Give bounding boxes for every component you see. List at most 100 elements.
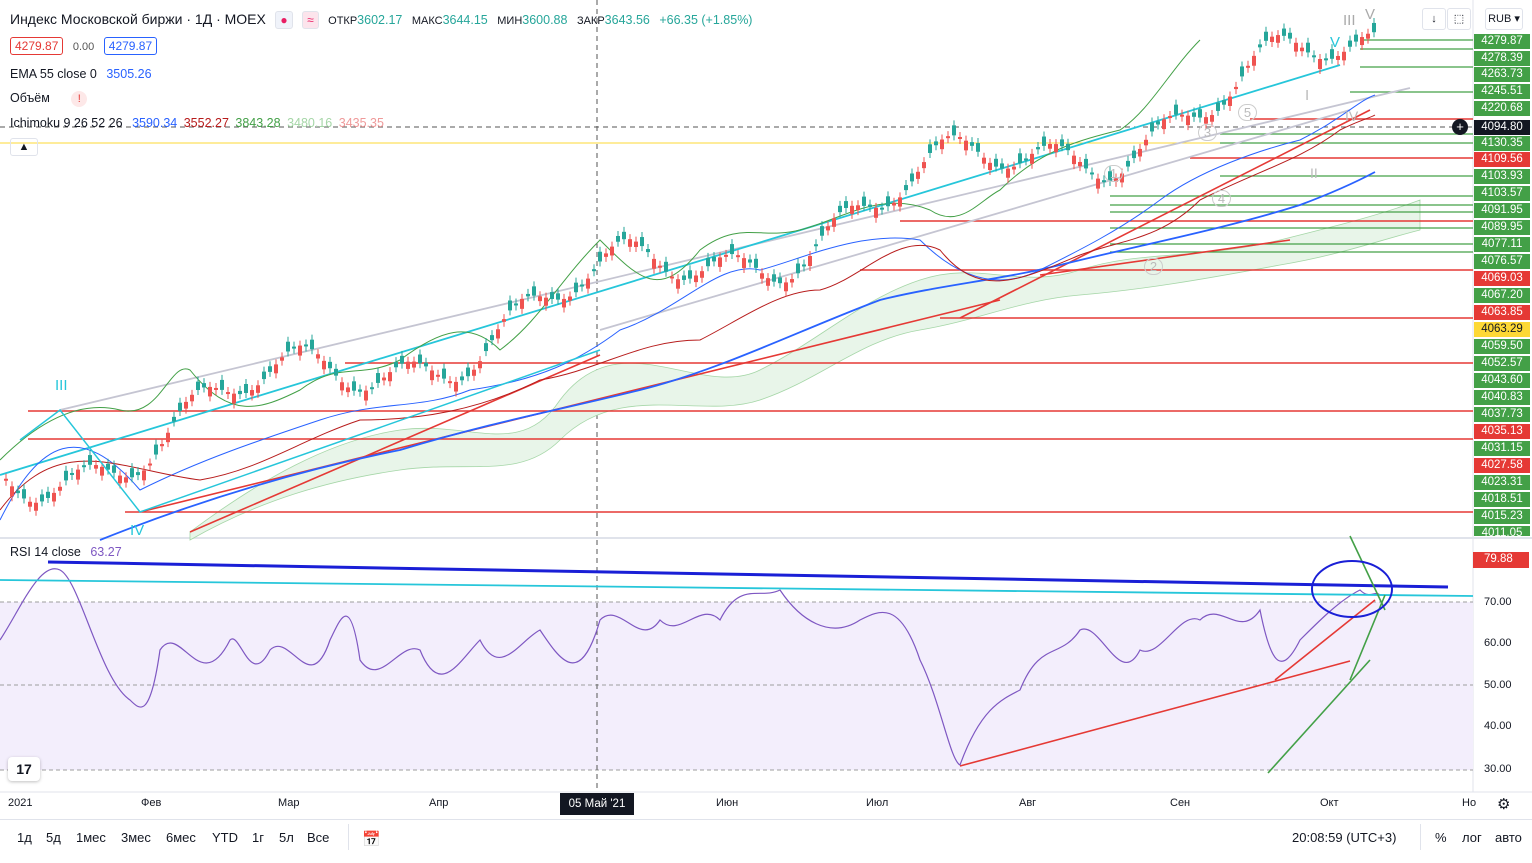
timeframe-1m[interactable]: 1мес	[76, 830, 106, 845]
candle-body	[664, 261, 668, 272]
candle-body	[538, 296, 542, 302]
candle-body	[346, 387, 350, 393]
timeframe-1y[interactable]: 1г	[252, 830, 264, 845]
rsi-legend[interactable]: RSI 14 close 63.27	[10, 545, 128, 559]
candle-body	[370, 387, 374, 390]
currency-label: RUB	[1488, 13, 1512, 25]
candle-body	[1054, 144, 1058, 153]
open-label: ОТКР	[328, 15, 358, 27]
wave-label: 5	[1238, 104, 1257, 121]
candle-body	[46, 491, 50, 498]
time-axis-label: Фев	[141, 797, 162, 809]
wave-label: II	[1310, 165, 1318, 181]
symbol-title[interactable]: Индекс Московской биржи · 1Д · MOEX	[10, 11, 266, 27]
volume-legend[interactable]: Объём !	[10, 91, 93, 107]
ichimoku-cloud	[189, 199, 1421, 541]
candle-body	[628, 239, 632, 247]
candle-body	[934, 141, 938, 146]
candle-body	[622, 231, 626, 240]
rsi-axis-tick: 40.00	[1484, 720, 1512, 732]
candle-body	[244, 383, 248, 393]
timeframe-1d[interactable]: 1д	[17, 830, 32, 845]
ichimoku-label: Ichimoku 9 26 52 26	[10, 116, 123, 130]
candle-body	[226, 392, 230, 395]
candle-body	[1276, 35, 1280, 43]
candle-body	[250, 390, 254, 396]
candle-body	[70, 472, 74, 475]
candle-body	[844, 201, 848, 208]
date-range-icon[interactable]: 📅	[362, 831, 381, 848]
candle-body	[274, 364, 278, 374]
fullscreen-icon[interactable]: ⬚	[1447, 8, 1471, 30]
timeframe-3m[interactable]: 3мес	[121, 830, 151, 845]
buy-button[interactable]: 4279.87	[103, 37, 158, 55]
candle-body	[1078, 161, 1082, 167]
percent-toggle[interactable]: %	[1435, 830, 1447, 845]
ema-legend[interactable]: EMA 55 close 0 3505.26	[10, 67, 158, 81]
timeframe-ytd[interactable]: YTD	[212, 830, 238, 845]
candle-body	[670, 276, 674, 279]
currency-select[interactable]: RUB ▾	[1485, 8, 1523, 30]
sell-button[interactable]: 4279.87	[10, 37, 64, 55]
candle-body	[1192, 112, 1196, 117]
ichimoku-value: 3552.27	[183, 116, 229, 130]
ichimoku-value: 3435.35	[338, 116, 384, 130]
clock-time[interactable]: 20:08:59 (UTC+3)	[1292, 830, 1397, 845]
candle-body	[1096, 178, 1100, 189]
ema-label: EMA 55 close 0	[10, 67, 97, 81]
timeframe-5y[interactable]: 5л	[279, 830, 294, 845]
candle-body	[1186, 115, 1190, 126]
candle-body	[562, 298, 566, 308]
wave-label: 2	[1144, 258, 1163, 275]
wave-label: IV	[1345, 108, 1359, 124]
crosshair-date-label: 05 Май '21	[560, 793, 634, 815]
candle-body	[1168, 116, 1172, 119]
timeframe-all[interactable]: Все	[307, 830, 330, 845]
candle-body	[994, 158, 998, 167]
candle-body	[322, 360, 326, 370]
candle-body	[34, 502, 38, 511]
candle-body	[604, 253, 608, 257]
candle-body	[1294, 42, 1298, 52]
candle-body	[58, 486, 62, 491]
candle-body	[1006, 168, 1010, 178]
close-value: 3643.56	[604, 13, 650, 27]
candle-body	[778, 277, 782, 284]
candle-body	[196, 381, 200, 390]
gear-icon[interactable]: ⚙	[1497, 796, 1511, 813]
ichimoku-legend[interactable]: Ichimoku 9 26 52 26 3590.34 3552.27 3843…	[10, 116, 387, 130]
candle-body	[880, 207, 884, 210]
ichimoku-lagging-span	[0, 39, 1201, 461]
candle-body	[52, 492, 56, 502]
price-level-label: 4069.03	[1474, 271, 1530, 286]
candle-body	[442, 368, 446, 379]
wave-label: IV	[130, 522, 145, 539]
auto-toggle[interactable]: авто	[1495, 830, 1522, 845]
add-alert-icon[interactable]: +	[1452, 119, 1468, 135]
candle-body	[1156, 121, 1160, 125]
arrow-down-icon[interactable]: ↓	[1422, 8, 1446, 30]
candle-body	[112, 465, 116, 473]
time-axis-label: 2021	[8, 797, 33, 809]
price-level-label: 4278.39	[1474, 51, 1530, 66]
wave-label: 4	[1212, 190, 1231, 207]
candle-body	[490, 335, 494, 341]
symbol-toggle[interactable]: ●	[275, 11, 293, 29]
tradingview-logo-icon[interactable]: 17	[8, 757, 40, 781]
chevron-up-icon[interactable]: ▲	[10, 138, 38, 156]
candle-body	[892, 202, 896, 206]
candle-body	[1126, 160, 1130, 167]
candle-body	[820, 226, 824, 236]
log-toggle[interactable]: лог	[1462, 830, 1482, 845]
candle-body	[766, 278, 770, 286]
candle-body	[556, 293, 560, 300]
candle-body	[814, 244, 818, 247]
timeframe-5d[interactable]: 5д	[46, 830, 61, 845]
symbol-toggle[interactable]: ≈	[302, 11, 319, 29]
candle-body	[1366, 33, 1370, 39]
warning-icon[interactable]: !	[71, 91, 88, 107]
candle-body	[1258, 44, 1262, 48]
timeframe-6m[interactable]: 6мес	[166, 830, 196, 845]
candle-body	[1348, 40, 1352, 47]
